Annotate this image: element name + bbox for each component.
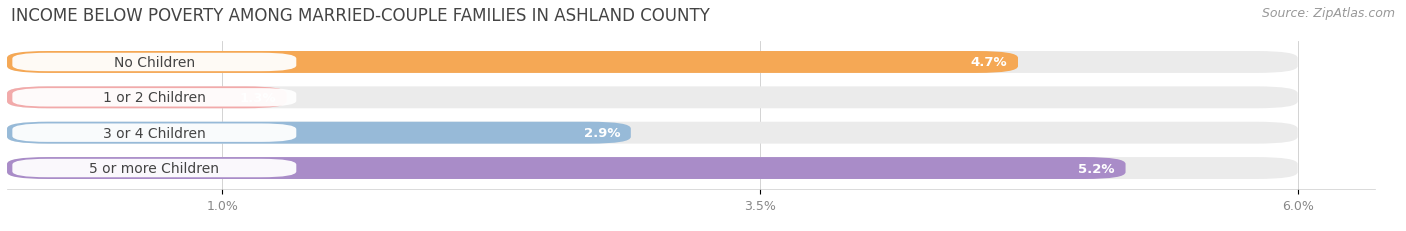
FancyBboxPatch shape	[7, 157, 1298, 179]
FancyBboxPatch shape	[7, 52, 1298, 74]
FancyBboxPatch shape	[13, 159, 297, 177]
Text: 4.7%: 4.7%	[970, 56, 1007, 69]
FancyBboxPatch shape	[7, 52, 1018, 74]
Text: 3 or 4 Children: 3 or 4 Children	[103, 126, 205, 140]
Text: 5.2%: 5.2%	[1078, 162, 1115, 175]
Text: 1 or 2 Children: 1 or 2 Children	[103, 91, 205, 105]
Text: 5 or more Children: 5 or more Children	[90, 161, 219, 175]
FancyBboxPatch shape	[7, 122, 1298, 144]
Text: 1.3%: 1.3%	[239, 91, 276, 104]
FancyBboxPatch shape	[7, 122, 631, 144]
FancyBboxPatch shape	[13, 89, 297, 107]
FancyBboxPatch shape	[13, 54, 297, 72]
FancyBboxPatch shape	[13, 124, 297, 142]
Text: 2.9%: 2.9%	[583, 127, 620, 140]
FancyBboxPatch shape	[7, 87, 287, 109]
Text: INCOME BELOW POVERTY AMONG MARRIED-COUPLE FAMILIES IN ASHLAND COUNTY: INCOME BELOW POVERTY AMONG MARRIED-COUPL…	[11, 7, 710, 25]
FancyBboxPatch shape	[7, 87, 1298, 109]
Text: Source: ZipAtlas.com: Source: ZipAtlas.com	[1261, 7, 1395, 20]
FancyBboxPatch shape	[7, 157, 1126, 179]
Text: No Children: No Children	[114, 56, 195, 70]
